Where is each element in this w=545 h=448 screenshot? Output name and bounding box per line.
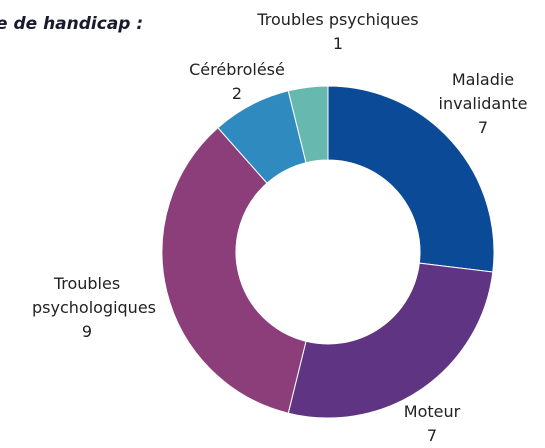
category-label: Troubles psychologiques xyxy=(32,274,156,317)
category-label: Troubles psychiques xyxy=(257,10,419,29)
value-label: 7 xyxy=(477,118,489,137)
slice xyxy=(287,262,494,419)
category-label: Moteur xyxy=(403,402,461,421)
category-label: Cérébrolésé xyxy=(189,60,285,79)
slice-label: Maladie invalidante 7 xyxy=(438,68,528,140)
chart-title: e de handicap : xyxy=(0,14,144,34)
slice xyxy=(287,85,329,164)
slice-label: Moteur 7 xyxy=(404,400,460,448)
value-label: 1 xyxy=(332,34,344,53)
value-label: 9 xyxy=(81,322,93,341)
slice xyxy=(327,85,495,273)
slice-label: Troubles psychologiques 9 xyxy=(32,272,156,344)
slice-label: Troubles psychiques 1 xyxy=(257,8,418,56)
category-label: Maladie invalidante xyxy=(438,70,528,113)
slice-label: Cérébrolésé 2 xyxy=(189,58,285,106)
value-label: 2 xyxy=(231,84,243,103)
slice xyxy=(161,127,307,414)
value-label: 7 xyxy=(426,426,438,445)
